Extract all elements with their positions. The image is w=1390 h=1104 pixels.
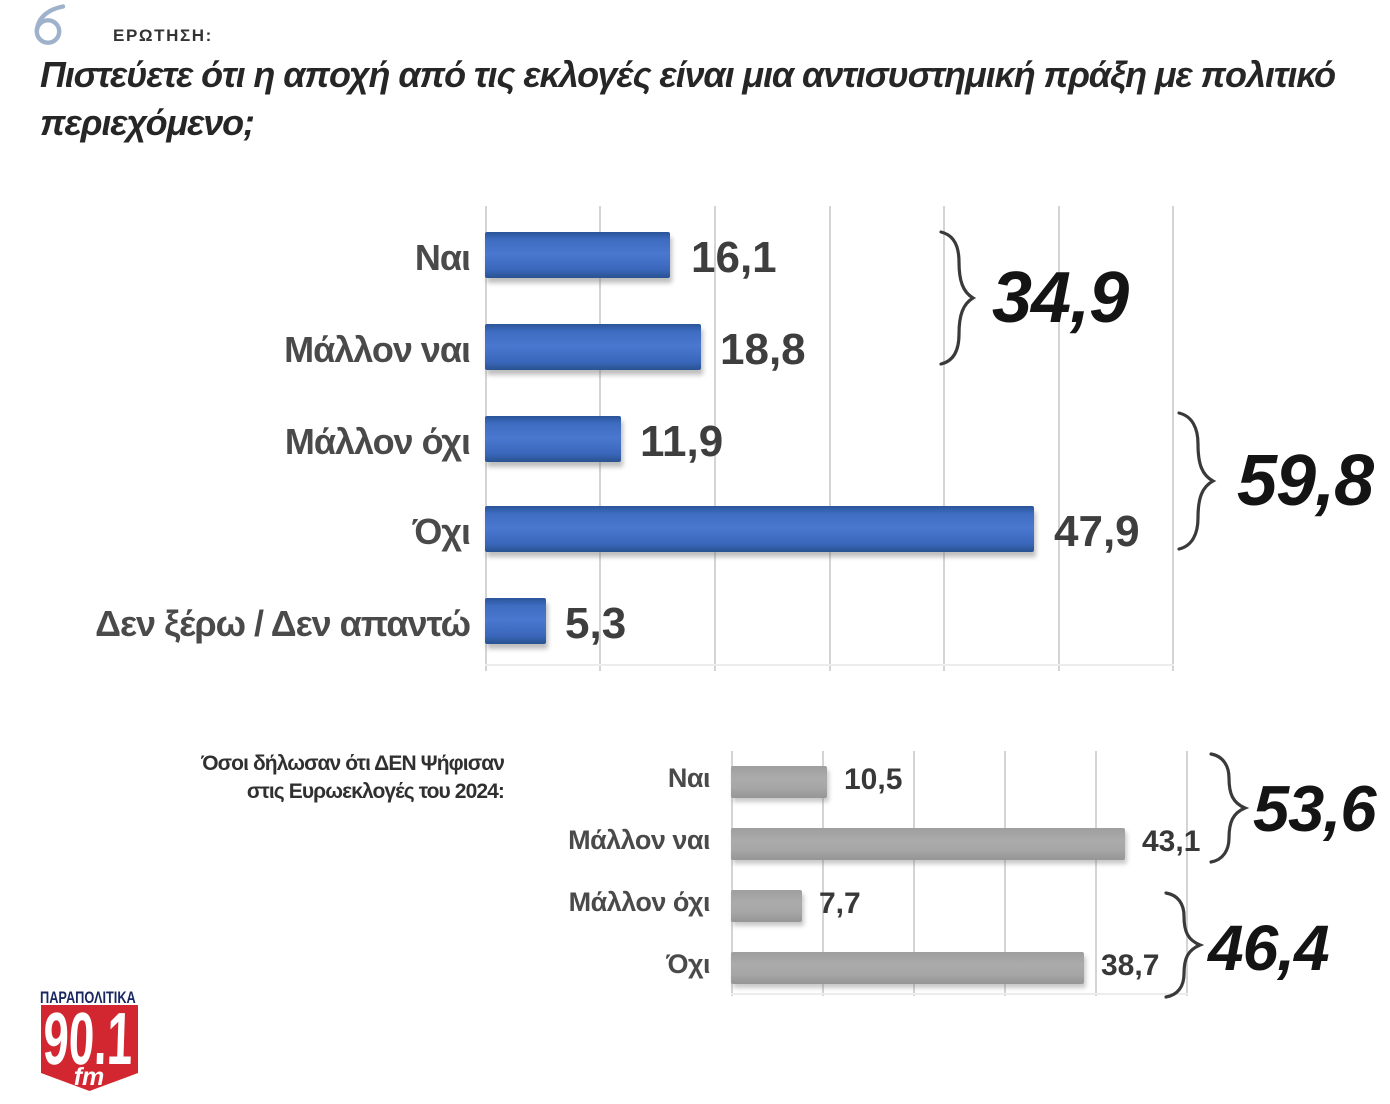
svg-text:90.1: 90.1 [42, 1005, 134, 1081]
svg-text:fm: fm [74, 1063, 105, 1091]
